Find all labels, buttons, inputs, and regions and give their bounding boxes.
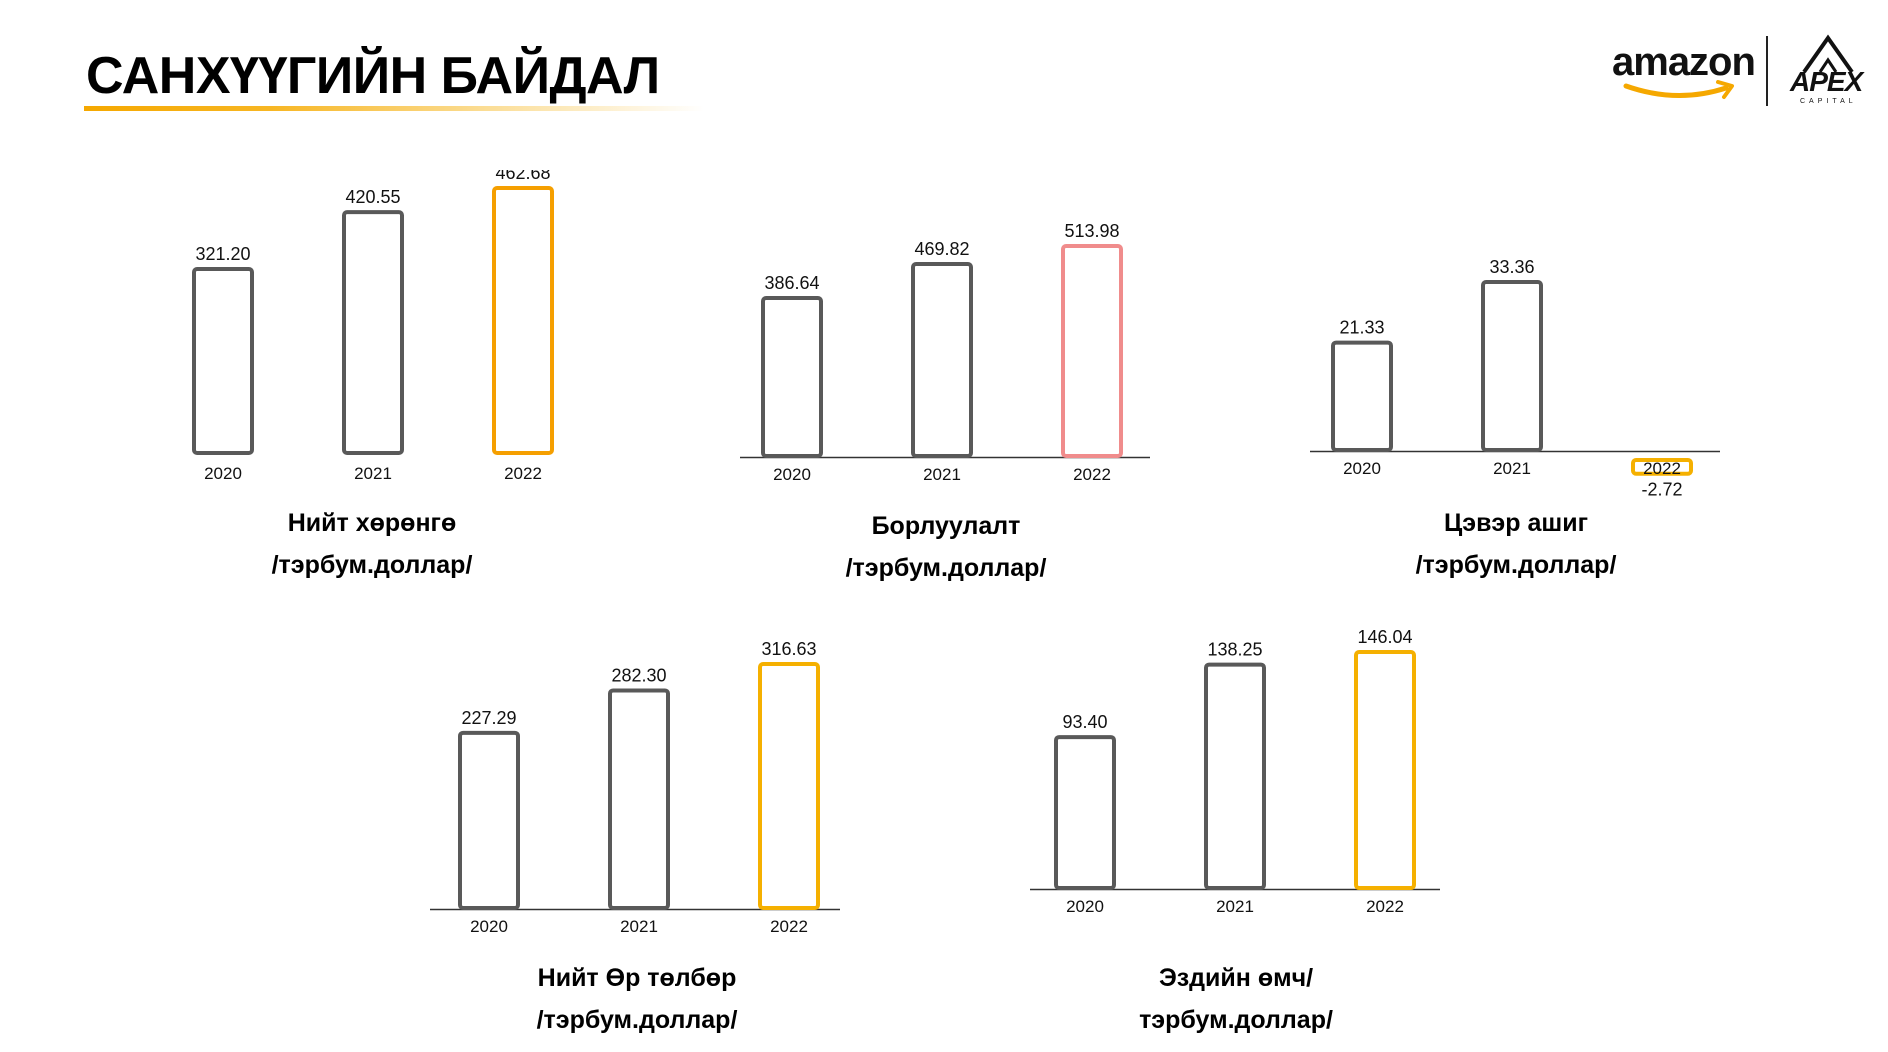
chart-title-line: Нийт хөрөнгө (287, 509, 457, 537)
data-label: 93.40 (1062, 712, 1107, 732)
data-label: 227.29 (461, 708, 516, 728)
data-label: 386.64 (764, 273, 819, 293)
chart-title-line: /тэрбум.доллар/ (1415, 551, 1617, 579)
apex-logo-text: APEX (1790, 66, 1863, 97)
page-title: САНХҮҮГИЙН БАЙДАЛ (86, 47, 660, 105)
bar (458, 730, 520, 911)
x-tick-label: 2022 (1643, 459, 1681, 478)
x-tick-label: 2021 (1216, 897, 1254, 916)
chart-net-income-title: Цэвэр ашиг /тэрбум.доллар/ (1316, 502, 1716, 586)
x-tick-label: 2020 (1343, 459, 1381, 478)
chart-equity-title: Эздийн өмч/ тэрбум.доллар/ (1036, 957, 1436, 1041)
x-tick-label: 2022 (770, 917, 808, 936)
bar (192, 267, 254, 455)
logo-divider (1766, 36, 1768, 106)
bar (1354, 650, 1416, 890)
bar (608, 688, 670, 910)
x-tick-label: 2022 (1073, 465, 1111, 484)
data-label: -2.72 (1641, 480, 1682, 500)
data-label: 462.68 (495, 170, 550, 183)
chart-equity: 93.40 2020 138.25 2021 146.04 2022 (1025, 620, 1455, 950)
x-tick-label: 2022 (504, 464, 542, 483)
chart-title-line: Нийт Өр төлбөр (537, 964, 737, 992)
chart-title-line: /тэрбум.доллар/ (536, 1006, 738, 1034)
chart-net-income: 21.33 2020 33.36 2021 -2.72 2022 (1305, 170, 1735, 500)
chart-total-assets-title: Нийт хөрөнгө /тэрбум.доллар/ (172, 502, 572, 586)
x-tick-label: 2022 (1366, 897, 1404, 916)
chart-sales: 386.64 2020 469.82 2021 513.98 2022 (735, 170, 1165, 500)
amazon-logo-text: amazon (1612, 40, 1756, 84)
x-tick-label: 2021 (620, 917, 658, 936)
amazon-smile-icon (1623, 80, 1734, 99)
data-label: 513.98 (1064, 221, 1119, 241)
chart-title-line: /тэрбум.доллар/ (845, 554, 1047, 582)
data-label: 316.63 (761, 639, 816, 659)
data-label: 146.04 (1357, 627, 1412, 647)
bar (1061, 244, 1123, 458)
chart-total-liabilities: 227.29 2020 282.30 2021 316.63 2022 (425, 620, 855, 950)
apex-capital-logo: APEX CAPITAL (1782, 34, 1878, 110)
bar (342, 210, 404, 455)
x-tick-label: 2020 (1066, 897, 1104, 916)
bar (911, 262, 973, 458)
x-tick-label: 2021 (923, 465, 961, 484)
chart-title-line: /тэрбум.доллар/ (271, 551, 473, 579)
chart-title-line: Борлуулалт (871, 512, 1021, 540)
x-tick-label: 2021 (1493, 459, 1531, 478)
x-tick-label: 2020 (470, 917, 508, 936)
bar (1631, 458, 1693, 476)
bar (1331, 340, 1393, 452)
chart-sales-title: Борлуулалт /тэрбум.доллар/ (746, 505, 1146, 589)
amazon-logo: amazon (1612, 40, 1756, 102)
x-tick-label: 2021 (354, 464, 392, 483)
title-underline (84, 106, 704, 111)
data-label: 469.82 (914, 239, 969, 259)
chart-total-assets: 321.20 2020 420.55 2021 462.68 2022 (160, 170, 620, 500)
bar (758, 662, 820, 910)
chart-title-line: Эздийн өмч/ (1158, 964, 1314, 992)
bar (761, 296, 823, 458)
data-label: 420.55 (345, 187, 400, 207)
data-label: 138.25 (1207, 640, 1262, 660)
data-label: 321.20 (195, 244, 250, 264)
apex-triangle-icon (1802, 34, 1854, 74)
chart-total-liabilities-title: Нийт Өр төлбөр /тэрбум.доллар/ (437, 957, 837, 1041)
data-label: 33.36 (1489, 257, 1534, 277)
bar (1204, 662, 1266, 890)
data-label: 282.30 (611, 665, 666, 685)
x-tick-label: 2020 (773, 465, 811, 484)
bar (1481, 280, 1543, 452)
chart-title-line: Цэвэр ашиг (1444, 509, 1588, 537)
bar (492, 186, 554, 455)
x-tick-label: 2020 (204, 464, 242, 483)
bar (1054, 735, 1116, 890)
chart-title-line: тэрбум.доллар/ (1139, 1006, 1333, 1034)
data-label: 21.33 (1339, 318, 1384, 338)
apex-logo-subtext: CAPITAL (1800, 98, 1857, 105)
